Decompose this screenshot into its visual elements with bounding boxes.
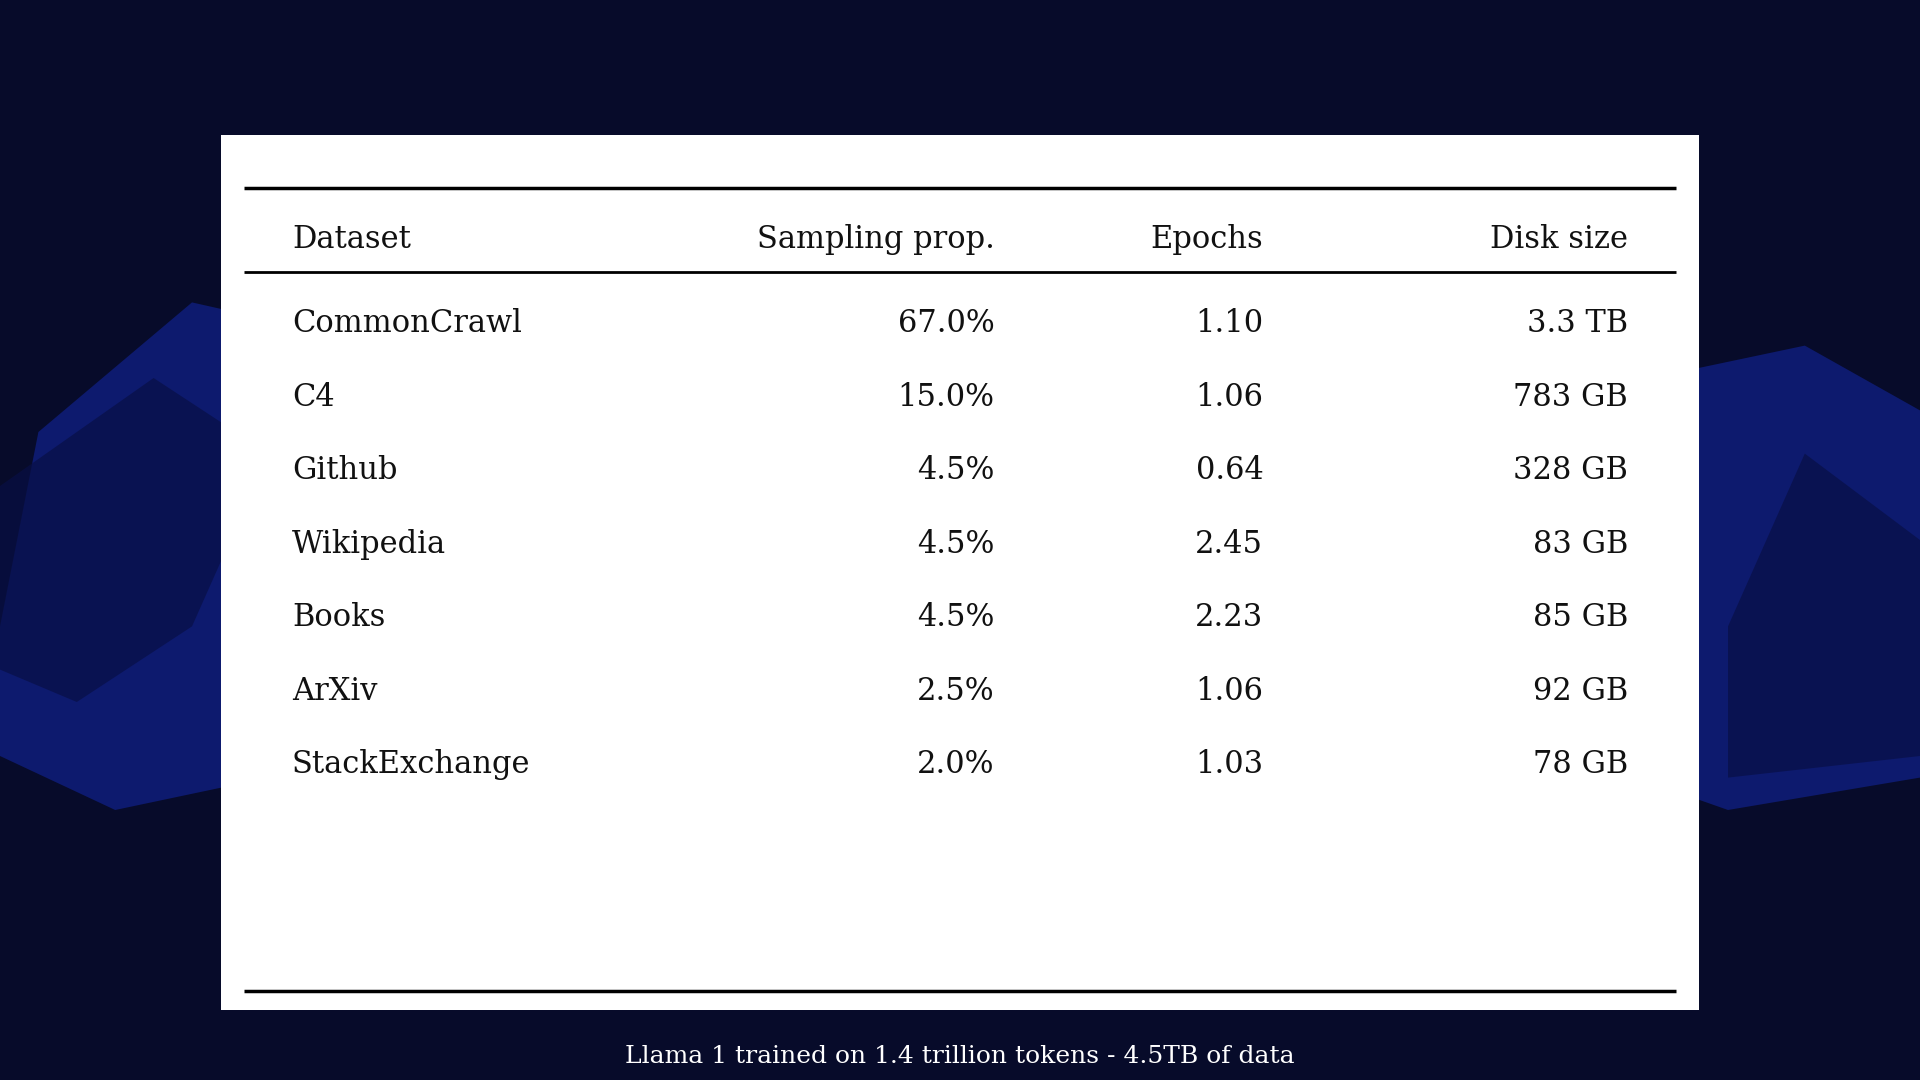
Text: 2.0%: 2.0%	[918, 750, 995, 780]
Text: StackExchange: StackExchange	[292, 750, 530, 780]
Text: Books: Books	[292, 603, 386, 633]
Text: Dataset: Dataset	[292, 225, 411, 255]
Polygon shape	[0, 378, 269, 702]
Text: 85 GB: 85 GB	[1532, 603, 1628, 633]
Text: 1.06: 1.06	[1196, 382, 1263, 413]
Text: 92 GB: 92 GB	[1532, 676, 1628, 706]
Text: 4.5%: 4.5%	[918, 603, 995, 633]
Text: 0.64: 0.64	[1196, 456, 1263, 486]
Polygon shape	[0, 302, 499, 810]
Text: Sampling prop.: Sampling prop.	[756, 225, 995, 255]
Text: CommonCrawl: CommonCrawl	[292, 309, 522, 339]
Text: 1.03: 1.03	[1196, 750, 1263, 780]
Text: Wikipedia: Wikipedia	[292, 529, 445, 559]
Text: 2.45: 2.45	[1196, 529, 1263, 559]
Polygon shape	[1459, 346, 1920, 810]
Text: 2.5%: 2.5%	[918, 676, 995, 706]
Text: 3.3 TB: 3.3 TB	[1526, 309, 1628, 339]
Text: 4.5%: 4.5%	[918, 456, 995, 486]
Polygon shape	[1728, 454, 1920, 778]
Text: Llama 1 trained on 1.4 trillion tokens - 4.5TB of data: Llama 1 trained on 1.4 trillion tokens -…	[626, 1044, 1294, 1068]
Text: Disk size: Disk size	[1490, 225, 1628, 255]
Text: C4: C4	[292, 382, 334, 413]
Text: Epochs: Epochs	[1150, 225, 1263, 255]
Text: 1.10: 1.10	[1196, 309, 1263, 339]
Text: ArXiv: ArXiv	[292, 676, 378, 706]
Text: Github: Github	[292, 456, 397, 486]
Text: 1.06: 1.06	[1196, 676, 1263, 706]
Text: 78 GB: 78 GB	[1532, 750, 1628, 780]
Text: 83 GB: 83 GB	[1532, 529, 1628, 559]
Text: 15.0%: 15.0%	[897, 382, 995, 413]
Text: 328 GB: 328 GB	[1513, 456, 1628, 486]
Text: 783 GB: 783 GB	[1513, 382, 1628, 413]
Text: 67.0%: 67.0%	[899, 309, 995, 339]
FancyBboxPatch shape	[221, 135, 1699, 1010]
Text: 4.5%: 4.5%	[918, 529, 995, 559]
Text: 2.23: 2.23	[1194, 603, 1263, 633]
